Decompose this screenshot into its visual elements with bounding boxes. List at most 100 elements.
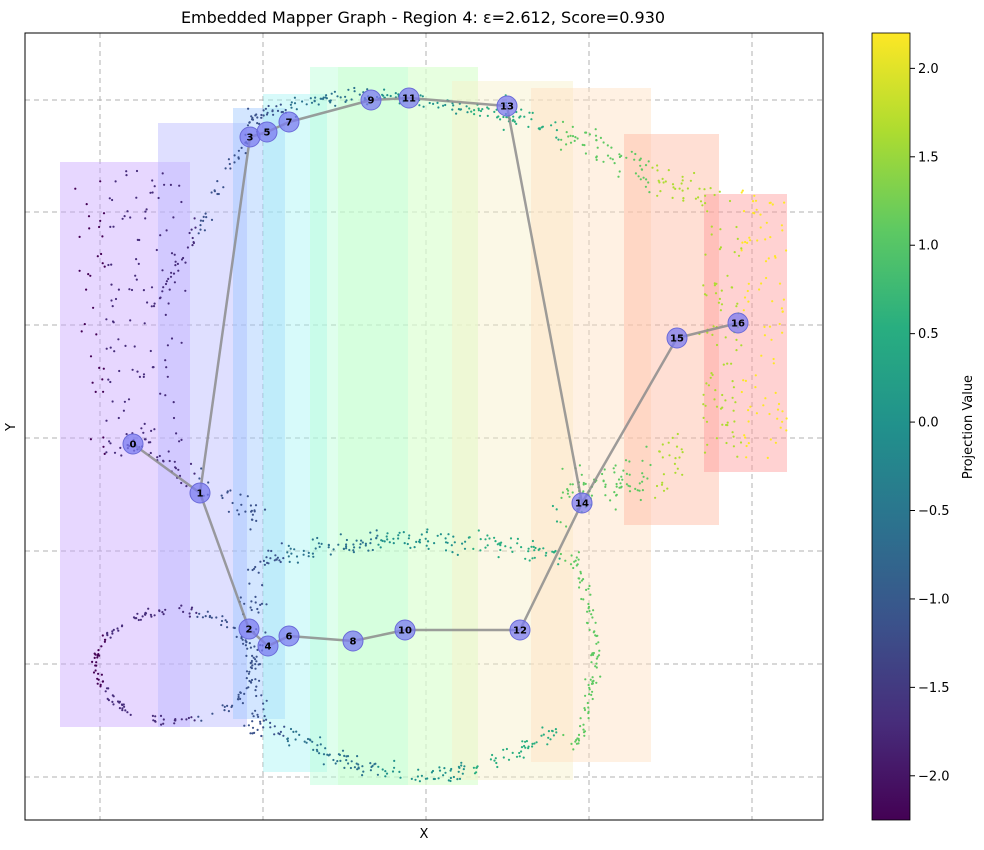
scatter-point-14 [101,235,104,238]
scatter-point-1160 [398,531,401,534]
scatter-point-1033 [484,538,487,541]
scatter-point-590 [512,115,515,118]
scatter-point-629 [681,189,684,192]
scatter-point-1022 [369,538,373,541]
scatter-point-1109 [371,548,374,552]
node-15 [666,327,688,349]
scatter-point-1459 [250,608,253,612]
scatter-point-865 [740,247,743,250]
scatter-point-547 [366,88,369,91]
scatter-point-287 [208,614,212,618]
scatter-point-1305 [444,771,447,774]
scatter-point-1083 [418,538,421,541]
scatter-point-1183 [541,726,544,729]
scatter-point-914 [625,483,629,486]
scatter-point-1040 [509,537,513,540]
scatter-point-1197 [458,777,462,781]
scatter-point-1418 [588,693,591,696]
scatter-point-1135 [287,555,290,558]
scatter-point-21 [149,191,152,194]
scatter-point-606 [571,125,574,128]
scatter-point-1311 [322,763,325,766]
scatter-point-703 [618,155,622,159]
scatter-point-916 [624,459,628,462]
node-label-8: 8 [350,637,357,648]
scatter-point-174 [210,191,213,194]
scatter-point-953 [655,484,659,488]
scatter-point-1362 [582,723,585,726]
scatter-point-942 [638,482,641,485]
scatter-point-201 [203,229,206,232]
scatter-point-730 [774,256,777,259]
scatter-point-80 [137,262,140,265]
scatter-point-576 [271,110,274,113]
scatter-point-1134 [282,557,285,560]
scatter-point-747 [782,298,786,301]
scatter-point-826 [715,405,719,408]
scatter-point-748 [724,336,727,339]
scatter-point-1480 [249,606,252,609]
scatter-point-936 [674,471,677,474]
scatter-point-1447 [252,715,255,718]
colorbar-ticks: 2.0 1.5 1.0 0.5 0.0 −0.5 −1.0 −1.5 −2.0 [910,62,950,784]
scatter-point-469 [330,92,333,95]
scatter-point-698 [523,115,526,118]
scatter-point-1389 [597,654,601,657]
scatter-point-1283 [524,746,527,749]
scatter-point-1165 [279,560,282,564]
scatter-point-395 [147,607,150,610]
scatter-point-957 [601,472,604,476]
scatter-point-1195 [399,776,402,779]
scatter-point-1018 [527,550,530,553]
scatter-point-17 [142,375,145,378]
scatter-point-829 [735,349,738,352]
scatter-point-559 [473,109,476,112]
scatter-point-846 [747,420,750,423]
scatter-point-1025 [499,548,502,552]
colorbar-tick-label-6: −1.0 [918,592,950,607]
scatter-point-1284 [356,755,359,758]
scatter-point-1222 [460,761,463,764]
scatter-point-1325 [432,777,435,781]
scatter-point-817 [725,423,728,427]
scatter-point-724 [741,189,744,192]
scatter-point-420 [237,698,240,701]
scatter-point-709 [682,197,685,200]
scatter-point-890 [617,478,621,481]
scatter-point-29 [159,234,162,237]
scatter-point-253 [207,481,210,484]
scatter-point-141 [161,172,164,175]
node-4 [257,635,279,657]
scatter-point-921 [636,489,639,492]
scatter-point-610 [588,133,592,136]
scatter-point-1315 [316,750,319,753]
scatter-point-592 [637,175,640,178]
scatter-point-1299 [369,762,372,765]
scatter-point-329 [254,658,257,661]
scatter-point-74 [101,378,104,381]
scatter-point-678 [689,179,693,182]
scatter-point-516 [457,108,460,111]
scatter-point-584 [328,99,331,102]
scatter-points [74,86,788,783]
scatter-point-1400 [575,564,578,567]
scatter-point-1164 [552,551,556,554]
scatter-point-648 [527,125,530,128]
scatter-point-857 [730,362,733,365]
scatter-point-1155 [484,546,487,549]
scatter-point-286 [96,656,99,659]
scatter-point-1059 [533,556,536,559]
scatter-point-16 [150,286,154,289]
scatter-point-32 [124,344,127,347]
scatter-point-1440 [241,702,244,705]
edge-6-8 [288,634,354,643]
scatter-point-808 [735,305,738,308]
scatter-point-1420 [253,645,256,648]
scatter-point-578 [477,107,480,110]
scatter-point-1326 [502,748,505,751]
scatter-point-1241 [533,742,536,745]
scatter-point-529 [260,116,263,119]
scatter-point-121 [111,400,114,403]
scatter-point-1188 [362,770,365,773]
scatter-point-875 [705,382,708,385]
